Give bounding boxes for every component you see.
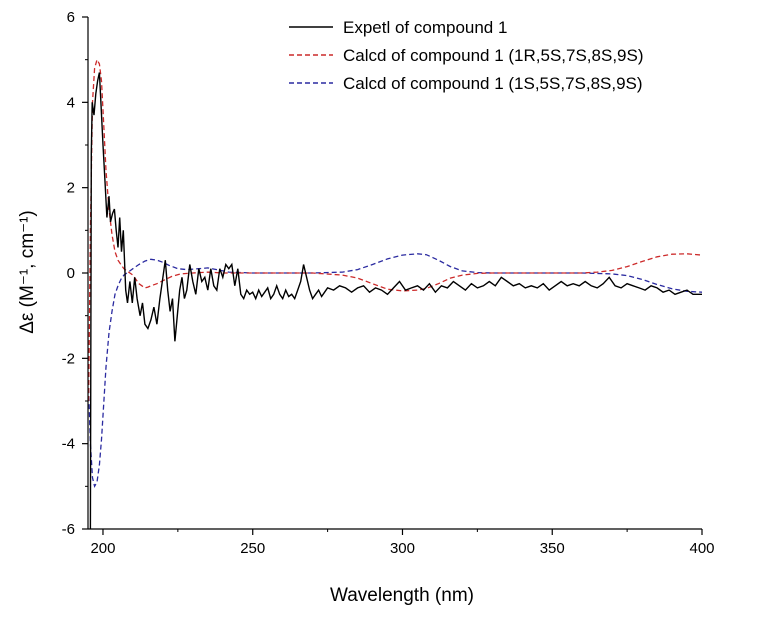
x-tick-label: 400 — [689, 540, 714, 557]
y-tick-label: 6 — [67, 9, 75, 26]
y-tick-label: 2 — [67, 180, 75, 197]
y-tick-label: -4 — [62, 436, 75, 453]
series-line-1 — [89, 72, 702, 529]
y-tick-label: 4 — [67, 94, 75, 111]
x-tick-label: 200 — [90, 540, 115, 557]
x-tick-label: 300 — [390, 540, 415, 557]
y-tick-label: -2 — [62, 350, 75, 367]
legend-label-1: Expetl of compound 1 — [343, 18, 507, 37]
x-axis-title: Wavelength (nm) — [330, 585, 474, 606]
y-tick-label: -6 — [62, 521, 75, 538]
y-axis-title: Δε (M⁻¹, cm⁻¹) — [17, 210, 38, 334]
legend: Expetl of compound 1 Calcd of compound 1 … — [289, 18, 644, 93]
x-tick-label: 250 — [240, 540, 265, 557]
legend-label-3: Calcd of compound 1 (1S,5S,7S,8S,9S) — [343, 74, 643, 93]
y-tick-label: 0 — [67, 265, 75, 282]
legend-label-2: Calcd of compound 1 (1R,5S,7S,8S,9S) — [343, 46, 644, 65]
ticks: 200 250 300 350 400 -6 -4 -2 0 2 4 6 — [62, 9, 715, 557]
series-line-2 — [88, 58, 702, 402]
plot-lines — [88, 58, 702, 529]
axes — [87, 17, 702, 530]
x-tick-label: 350 — [540, 540, 565, 557]
